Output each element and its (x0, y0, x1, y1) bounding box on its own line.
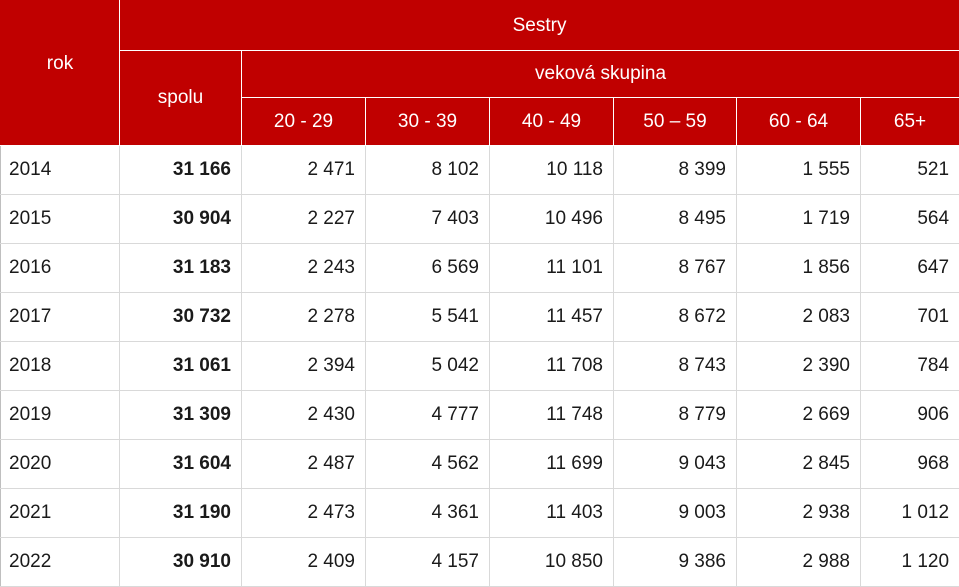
age-group-value-cell: 9 386 (614, 538, 737, 587)
age-group-value-cell: 11 748 (490, 391, 614, 440)
age-group-value-cell: 2 394 (242, 342, 366, 391)
total-cell: 31 190 (120, 489, 242, 538)
year-cell: 2022 (1, 538, 120, 587)
age-group-value-cell: 2 669 (737, 391, 861, 440)
age-group-value-cell: 784 (861, 342, 959, 391)
age-group-value-cell: 2 473 (242, 489, 366, 538)
age-group-value-cell: 4 361 (366, 489, 490, 538)
age-group-value-cell: 10 496 (490, 195, 614, 244)
header-age-group: 65+ (861, 98, 959, 146)
header-sestry: Sestry (120, 1, 959, 51)
age-group-value-cell: 8 399 (614, 146, 737, 195)
age-group-value-cell: 2 278 (242, 293, 366, 342)
age-group-value-cell: 2 487 (242, 440, 366, 489)
age-group-value-cell: 7 403 (366, 195, 490, 244)
age-group-value-cell: 2 845 (737, 440, 861, 489)
age-group-value-cell: 5 541 (366, 293, 490, 342)
year-cell: 2016 (1, 244, 120, 293)
age-group-value-cell: 8 102 (366, 146, 490, 195)
age-group-value-cell: 906 (861, 391, 959, 440)
year-cell: 2019 (1, 391, 120, 440)
age-group-value-cell: 5 042 (366, 342, 490, 391)
age-group-value-cell: 6 569 (366, 244, 490, 293)
total-cell: 31 309 (120, 391, 242, 440)
age-group-value-cell: 9 043 (614, 440, 737, 489)
header-rok: rok (1, 1, 120, 146)
header-age-group: 50 – 59 (614, 98, 737, 146)
age-group-value-cell: 2 243 (242, 244, 366, 293)
total-cell: 31 183 (120, 244, 242, 293)
age-group-value-cell: 2 471 (242, 146, 366, 195)
age-group-value-cell: 11 101 (490, 244, 614, 293)
age-group-value-cell: 8 767 (614, 244, 737, 293)
age-group-value-cell: 2 430 (242, 391, 366, 440)
age-group-value-cell: 1 719 (737, 195, 861, 244)
age-group-value-cell: 8 495 (614, 195, 737, 244)
year-cell: 2020 (1, 440, 120, 489)
year-cell: 2015 (1, 195, 120, 244)
age-group-value-cell: 701 (861, 293, 959, 342)
age-group-value-cell: 11 699 (490, 440, 614, 489)
age-group-value-cell: 968 (861, 440, 959, 489)
header-age-group: 20 - 29 (242, 98, 366, 146)
total-cell: 30 904 (120, 195, 242, 244)
age-group-value-cell: 10 850 (490, 538, 614, 587)
age-group-value-cell: 1 856 (737, 244, 861, 293)
age-group-value-cell: 647 (861, 244, 959, 293)
age-group-value-cell: 2 409 (242, 538, 366, 587)
age-group-value-cell: 4 157 (366, 538, 490, 587)
year-cell: 2017 (1, 293, 120, 342)
age-group-value-cell: 1 012 (861, 489, 959, 538)
year-cell: 2018 (1, 342, 120, 391)
age-group-value-cell: 10 118 (490, 146, 614, 195)
age-group-value-cell: 1 120 (861, 538, 959, 587)
age-group-value-cell: 11 708 (490, 342, 614, 391)
year-cell: 2021 (1, 489, 120, 538)
year-cell: 2014 (1, 146, 120, 195)
age-group-value-cell: 8 672 (614, 293, 737, 342)
age-group-value-cell: 8 743 (614, 342, 737, 391)
age-group-value-cell: 2 390 (737, 342, 861, 391)
age-group-value-cell: 2 083 (737, 293, 861, 342)
age-group-value-cell: 521 (861, 146, 959, 195)
total-cell: 30 732 (120, 293, 242, 342)
age-group-value-cell: 11 457 (490, 293, 614, 342)
age-group-value-cell: 564 (861, 195, 959, 244)
age-group-value-cell: 2 938 (737, 489, 861, 538)
total-cell: 30 910 (120, 538, 242, 587)
header-spolu: spolu (120, 51, 242, 146)
header-age-group: 40 - 49 (490, 98, 614, 146)
age-group-value-cell: 8 779 (614, 391, 737, 440)
header-age-group: 60 - 64 (737, 98, 861, 146)
total-cell: 31 604 (120, 440, 242, 489)
age-group-value-cell: 9 003 (614, 489, 737, 538)
header-age-group: 30 - 39 (366, 98, 490, 146)
header-vekova-skupina: veková skupina (242, 51, 959, 98)
total-cell: 31 166 (120, 146, 242, 195)
age-group-value-cell: 2 227 (242, 195, 366, 244)
age-group-value-cell: 2 988 (737, 538, 861, 587)
age-group-value-cell: 11 403 (490, 489, 614, 538)
age-group-value-cell: 4 562 (366, 440, 490, 489)
table-header: rok Sestry spolu veková skupina 20 - 29 … (1, 1, 959, 146)
age-group-value-cell: 4 777 (366, 391, 490, 440)
age-group-value-cell: 1 555 (737, 146, 861, 195)
total-cell: 31 061 (120, 342, 242, 391)
